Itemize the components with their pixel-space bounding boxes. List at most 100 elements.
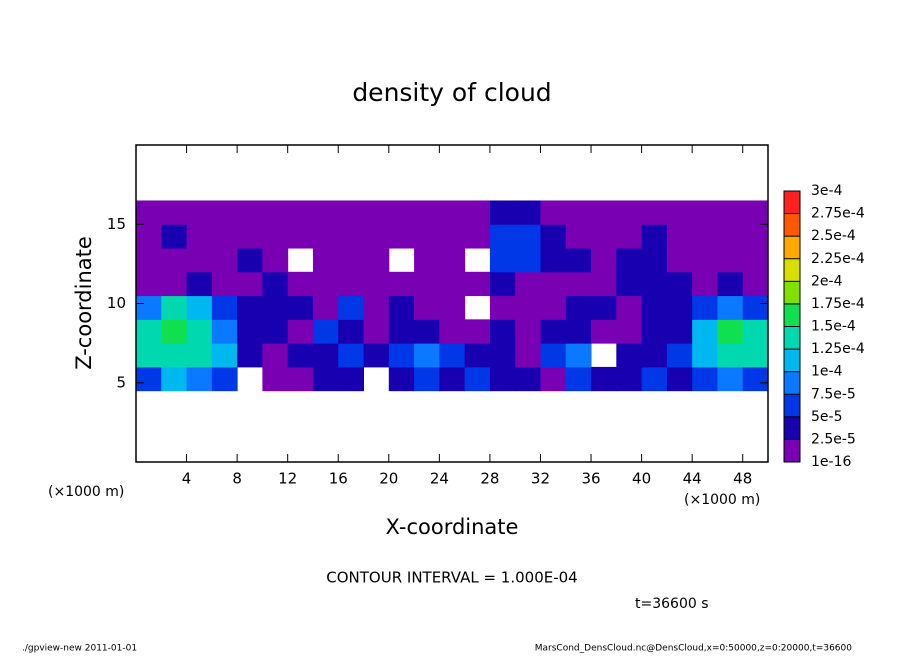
cell — [666, 224, 693, 249]
cell — [287, 224, 314, 249]
cell — [186, 343, 213, 368]
colorbar-label: 3e-4 — [811, 183, 843, 199]
cell — [439, 248, 466, 273]
cell — [287, 271, 314, 297]
cell — [742, 248, 769, 273]
cell — [489, 366, 516, 392]
cell — [540, 366, 567, 392]
cell — [211, 248, 238, 273]
cell — [742, 295, 769, 320]
colorbar-label: 2.75e-4 — [811, 206, 865, 222]
cell — [565, 295, 592, 320]
cell — [717, 224, 744, 249]
cell — [666, 295, 693, 320]
cell — [388, 295, 415, 320]
cell — [414, 200, 440, 225]
cell — [641, 248, 668, 273]
colorbar-swatch — [784, 303, 800, 327]
colorbar-swatch — [784, 236, 800, 259]
cell — [363, 295, 390, 320]
cell — [388, 200, 415, 225]
cell — [338, 319, 365, 344]
cell — [186, 295, 213, 320]
time-label: t=36600 s — [635, 596, 709, 612]
cell — [591, 224, 617, 249]
cell — [262, 366, 289, 392]
cell — [338, 295, 365, 320]
colorbar-swatch — [784, 191, 800, 214]
cell — [161, 366, 188, 392]
cell — [388, 319, 415, 344]
cell — [515, 248, 541, 273]
colorbar-label: 2.5e-5 — [811, 431, 856, 447]
cell — [464, 200, 491, 225]
cell — [742, 343, 769, 368]
cell — [742, 271, 769, 297]
cell — [186, 200, 213, 225]
cell — [287, 200, 314, 225]
cell — [388, 271, 415, 297]
cell — [666, 248, 693, 273]
colorbar-label: 1e-16 — [811, 454, 851, 470]
cell — [237, 343, 263, 368]
cell — [338, 200, 365, 225]
cell — [489, 200, 516, 225]
cell — [565, 248, 592, 273]
cell — [565, 343, 592, 368]
axes: 4 8 12 16 20 24 28 32 36 40 44 48510151e-162.5e-55e… — [107, 144, 865, 488]
cell — [464, 343, 491, 368]
cell — [641, 343, 668, 368]
cell — [287, 319, 314, 344]
x-tick-label: 24 — [430, 470, 449, 488]
cell — [591, 200, 617, 225]
cell — [666, 271, 693, 297]
cell — [414, 295, 440, 320]
colorbar-swatch — [784, 416, 800, 440]
cell — [591, 248, 617, 273]
cell — [489, 224, 516, 249]
cell — [489, 295, 516, 320]
cell — [388, 366, 415, 392]
cell — [161, 343, 188, 368]
x-tick-label: 4 — [182, 470, 192, 488]
cell — [211, 224, 238, 249]
cell — [439, 366, 466, 392]
cell — [136, 319, 162, 344]
cell — [312, 224, 339, 249]
colorbar-label: 5e-5 — [811, 409, 842, 425]
cell — [312, 271, 339, 297]
cell — [312, 319, 339, 344]
colorbar-swatch — [784, 349, 800, 372]
chart-title: density of cloud — [352, 78, 551, 107]
cell — [211, 200, 238, 225]
cell — [692, 366, 718, 392]
colorbar-swatch — [784, 258, 800, 282]
cell — [692, 295, 718, 320]
cell — [692, 224, 718, 249]
cell — [312, 366, 339, 392]
cell — [692, 271, 718, 297]
cell — [439, 271, 466, 297]
cell — [237, 200, 263, 225]
colorbar-label: 1.5e-4 — [811, 319, 856, 335]
cell — [338, 366, 365, 392]
cell — [591, 271, 617, 297]
cell — [237, 224, 263, 249]
cell — [287, 366, 314, 392]
y-tick-label: 5 — [116, 373, 126, 391]
cell — [237, 295, 263, 320]
cell — [565, 319, 592, 344]
cell — [742, 224, 769, 249]
cell — [540, 224, 567, 249]
cell — [565, 271, 592, 297]
cell — [136, 224, 162, 249]
cell — [363, 319, 390, 344]
cell — [262, 319, 289, 344]
colorbar-label: 2.25e-4 — [811, 251, 865, 267]
colorbar-swatch — [784, 326, 800, 350]
cell — [591, 366, 617, 392]
colorbar-swatch — [784, 439, 800, 462]
colorbar-label: 1e-4 — [811, 364, 843, 380]
cell — [262, 200, 289, 225]
field — [136, 200, 769, 392]
